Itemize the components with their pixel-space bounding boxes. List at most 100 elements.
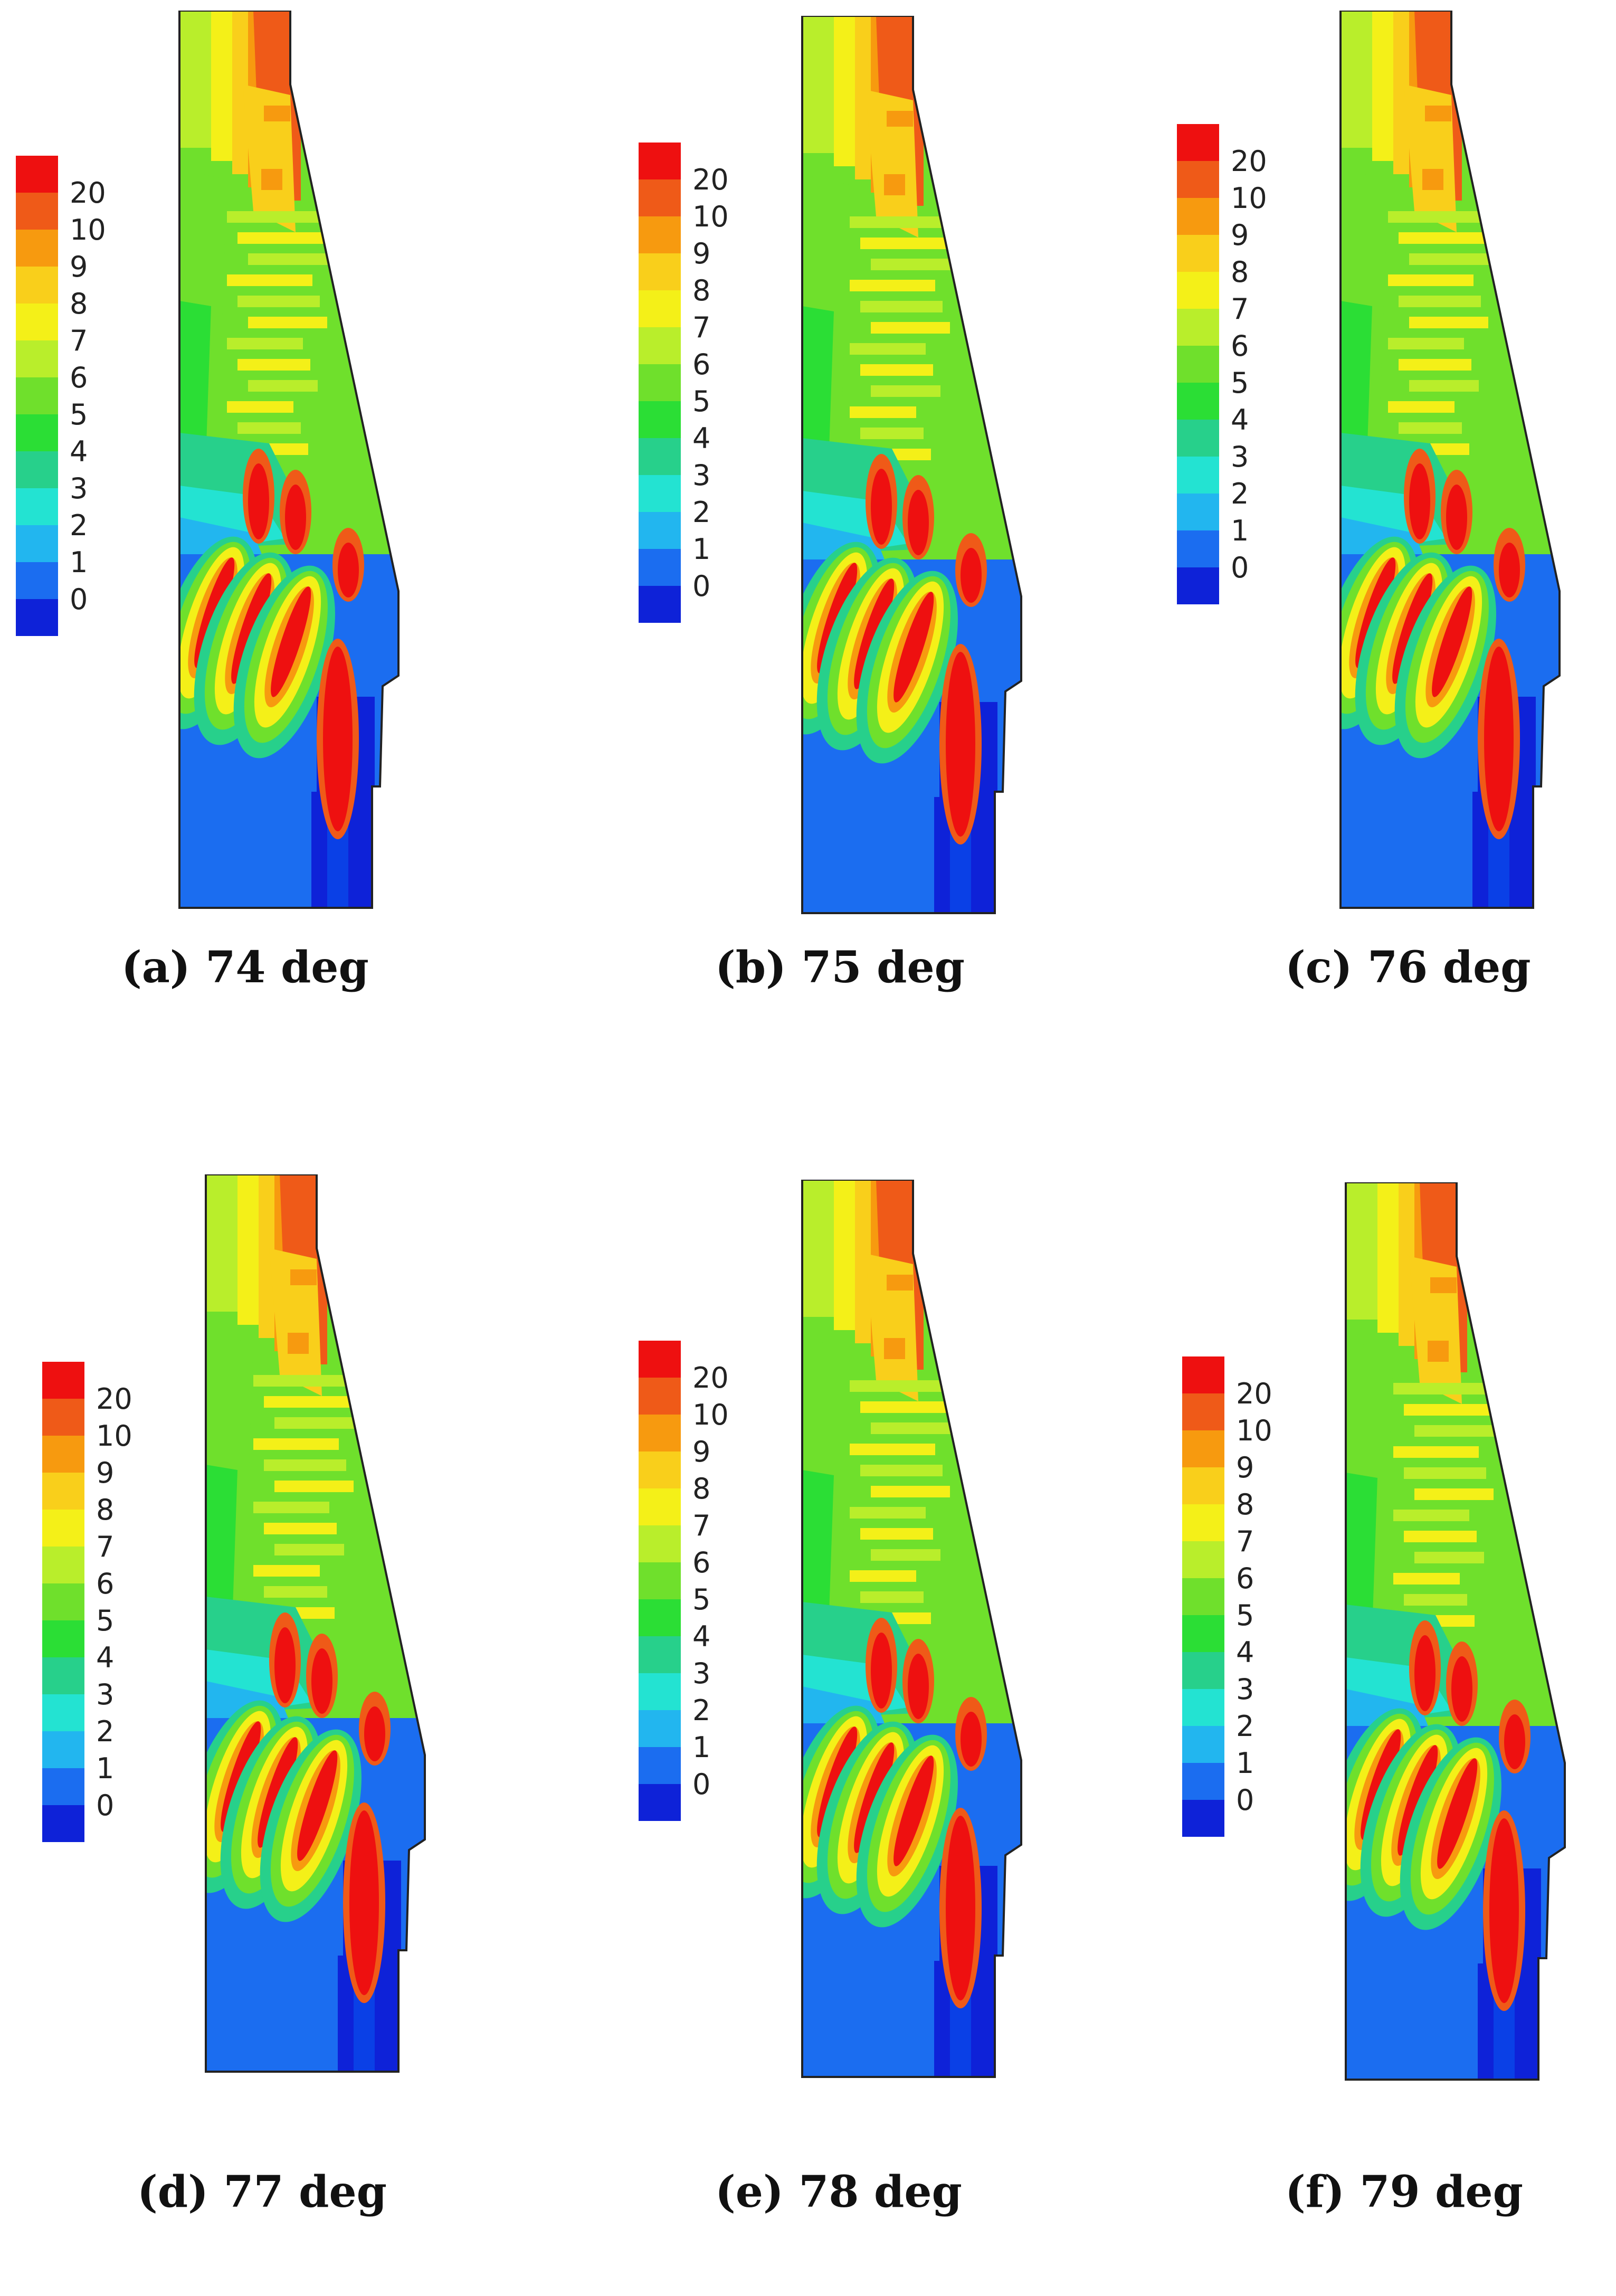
legend-swatch [16,303,58,340]
legend-label: 20 [1231,145,1267,178]
legend-label: 3 [70,472,88,505]
legend-label: 10 [692,200,729,233]
legend-label: 7 [692,1509,711,1542]
legend-swatch [42,1436,84,1473]
legend-label: 2 [1236,1710,1254,1743]
legend-swatch [1182,1356,1224,1393]
legend-label: 0 [692,570,711,603]
legend-swatch [639,1525,681,1562]
legend-swatch [1182,1541,1224,1578]
legend-swatch [639,253,681,290]
subplot-e: 20 10 9 8 7 6 5 4 3 2 1 0 [639,1180,1177,2293]
legend-label: 4 [96,1641,115,1674]
legend-swatch [42,1510,84,1547]
legend-label: 4 [692,1620,711,1653]
contour-field [1341,11,1560,908]
legend-swatch [42,1473,84,1510]
legend-swatch [16,488,58,525]
legend-swatch [16,599,58,636]
legend-swatch [639,1673,681,1710]
legend-label: 4 [1231,403,1249,437]
legend-swatch [1182,1393,1224,1430]
contour-field [802,16,1021,913]
caption-label: (f) [1285,2167,1345,2217]
legend-label: 2 [692,1694,711,1727]
legend-label: 3 [692,1657,711,1690]
legend-swatch [1182,1467,1224,1504]
legend-swatch [639,1784,681,1821]
legend-swatch [42,1362,84,1399]
legend-swatch [42,1694,84,1731]
legend-swatch [16,525,58,562]
legend-swatch [1177,420,1219,457]
legend-swatch [16,193,58,230]
legend-label: 4 [1236,1636,1254,1669]
contour-field [802,1180,1021,2077]
legend-swatch [1177,161,1219,198]
legend-swatch [1177,198,1219,235]
subplot-caption: (f) 79 deg [1285,2167,1523,2217]
legend-label: 1 [1236,1747,1254,1780]
legend-label: 7 [70,324,88,357]
legend-label: 5 [692,385,711,418]
legend-label: 4 [692,422,711,455]
boiler-outline [1345,1182,1566,2081]
legend-label: 0 [1236,1783,1254,1817]
legend-label: 7 [692,311,711,344]
legend-label: 8 [692,274,711,307]
legend-swatch [639,1378,681,1415]
legend-label: 7 [1236,1525,1254,1558]
legend-swatch [16,340,58,377]
legend-label: 2 [1231,477,1249,510]
legend-label: 5 [1231,366,1249,400]
subplot-f: 20 10 9 8 7 6 5 4 3 2 1 0 [1182,1182,1616,2296]
legend-label: 6 [1231,329,1249,363]
legend-label: 0 [692,1768,711,1801]
legend-label: 5 [1236,1599,1254,1632]
legend-swatch [639,179,681,216]
legend-label: 2 [692,496,711,529]
legend-swatch [1182,1430,1224,1467]
legend-label: 10 [1236,1414,1272,1447]
legend-label: 7 [1231,292,1249,326]
legend-swatch [1182,1504,1224,1541]
legend-label: 3 [692,459,711,492]
legend-swatch [1182,1689,1224,1726]
legend-swatch [1177,567,1219,604]
legend-swatch [16,156,58,193]
caption-title: 76 deg [1352,942,1531,993]
legend-label: 20 [96,1382,132,1416]
legend-swatch [1177,457,1219,494]
legend-label: 1 [70,546,88,579]
legend-swatch [639,586,681,623]
legend-swatch [1177,494,1219,530]
legend-label: 3 [1231,440,1249,473]
legend-label: 4 [70,435,88,468]
contour-plot [801,16,1022,914]
legend-label: 9 [692,1435,711,1468]
legend-label: 6 [692,1546,711,1579]
legend-label: 20 [692,163,729,196]
legend-label: 2 [96,1715,115,1748]
legend-label: 8 [1236,1488,1254,1521]
legend-label: 9 [692,237,711,270]
legend-label: 1 [96,1752,115,1785]
contour-plot [801,1180,1022,2078]
legend-label: 6 [70,361,88,394]
boiler-outline [178,11,400,909]
legend-label: 9 [1236,1451,1254,1484]
legend-swatch [42,1768,84,1805]
legend-swatch [639,1599,681,1636]
legend-label: 5 [70,398,88,431]
subplot-caption: (c) 76 deg [1285,942,1531,993]
legend-label: 1 [692,1731,711,1764]
legend-label: 5 [96,1604,115,1637]
legend-swatch [639,401,681,438]
legend-label: 1 [1231,514,1249,547]
contour-field [179,11,398,908]
legend-label: 9 [96,1456,115,1489]
caption-title: 74 deg [190,942,369,993]
legend-swatch [42,1583,84,1620]
subplot-b: 20 10 9 8 7 6 5 4 3 2 1 0 [639,16,1177,1130]
legend-label: 10 [692,1398,729,1431]
